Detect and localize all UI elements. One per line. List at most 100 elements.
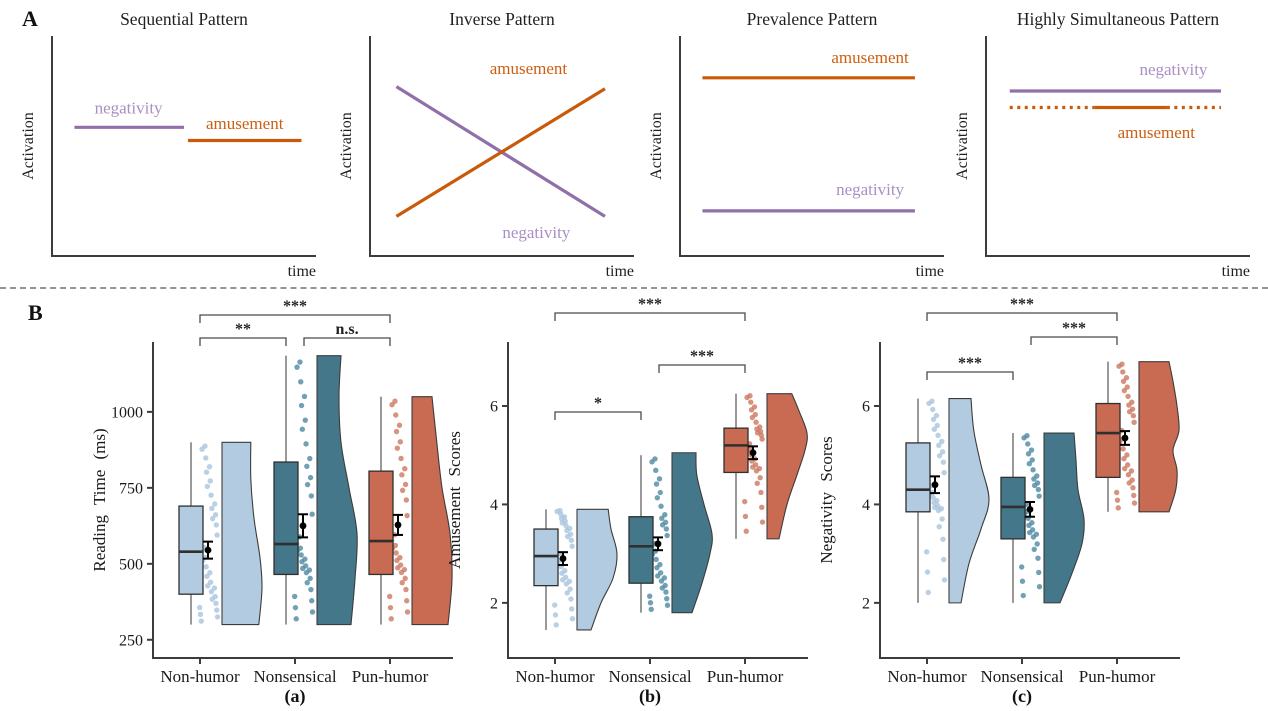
x-axis-label: time xyxy=(916,263,944,280)
y-axis-label: Negativity Scores xyxy=(817,436,836,563)
data-point xyxy=(653,467,659,474)
data-point xyxy=(212,512,219,518)
significance-bracket xyxy=(303,337,391,346)
data-point xyxy=(1026,522,1032,529)
diagram-axes xyxy=(985,36,1250,257)
data-point xyxy=(198,618,204,624)
significance-bracket xyxy=(926,371,1014,380)
data-point xyxy=(1036,569,1042,576)
data-point xyxy=(1130,413,1137,419)
diagram-title: Sequential Pattern xyxy=(120,9,248,29)
data-point xyxy=(204,573,210,580)
amusement-label: amusement xyxy=(1118,123,1196,142)
data-point xyxy=(933,412,940,419)
data-point xyxy=(1035,486,1042,493)
data-point xyxy=(1031,476,1037,482)
data-point xyxy=(653,556,659,563)
data-point xyxy=(659,522,666,528)
subplot-caption: (b) xyxy=(639,686,661,707)
data-point xyxy=(1123,375,1130,381)
half-violin xyxy=(766,393,808,540)
data-point xyxy=(1128,468,1135,474)
data-point xyxy=(554,508,560,515)
data-point xyxy=(1125,472,1132,478)
data-point xyxy=(203,455,209,461)
data-point xyxy=(757,474,763,481)
significance-label: *** xyxy=(958,355,982,372)
data-point xyxy=(403,497,410,503)
y-axis-label: Activation xyxy=(954,112,971,180)
data-point xyxy=(209,515,216,522)
data-point xyxy=(743,528,749,534)
data-point xyxy=(304,579,310,586)
data-point xyxy=(759,519,766,525)
data-point xyxy=(399,579,405,586)
mean-point xyxy=(931,481,939,489)
data-point xyxy=(304,463,310,470)
data-point xyxy=(935,432,941,439)
half-violin xyxy=(948,398,990,604)
category-label: Non-humor xyxy=(887,667,967,686)
data-point xyxy=(393,550,399,556)
y-tick-label: 4 xyxy=(490,497,498,514)
data-point xyxy=(939,516,945,522)
y-tick-label: 2 xyxy=(862,595,870,612)
significance-bracket xyxy=(199,314,391,323)
data-point xyxy=(564,590,570,596)
data-point xyxy=(568,596,574,602)
data-point xyxy=(941,556,947,563)
data-point xyxy=(1126,480,1132,486)
data-point xyxy=(553,622,559,628)
data-point xyxy=(392,398,398,404)
data-point xyxy=(569,616,576,622)
data-point xyxy=(930,406,936,413)
data-point xyxy=(292,604,299,611)
data-point xyxy=(1018,564,1025,570)
data-point xyxy=(1126,402,1132,408)
data-point xyxy=(214,532,220,538)
data-point xyxy=(748,407,755,413)
data-point xyxy=(393,428,400,435)
mean-point xyxy=(1026,505,1034,513)
panel-divider xyxy=(0,287,1268,289)
data-point xyxy=(207,478,213,484)
data-point xyxy=(664,595,670,602)
data-point xyxy=(1114,497,1121,503)
data-point xyxy=(1125,393,1131,400)
box xyxy=(1095,402,1121,479)
subplot-caption: (a) xyxy=(285,686,306,707)
data-point xyxy=(1124,452,1130,458)
data-point xyxy=(744,394,750,401)
data-point xyxy=(1030,534,1037,540)
data-point xyxy=(1020,592,1026,599)
data-point xyxy=(309,609,316,615)
data-point xyxy=(664,532,670,539)
data-point xyxy=(1025,451,1032,457)
data-point xyxy=(564,527,570,534)
group-non-humor xyxy=(905,398,990,604)
data-point xyxy=(939,449,946,455)
data-point xyxy=(1131,492,1137,499)
amusement-line xyxy=(395,87,606,218)
data-point xyxy=(213,522,220,528)
group-nonsensical xyxy=(1000,432,1085,604)
data-point xyxy=(931,499,937,506)
data-point xyxy=(394,557,400,564)
data-point xyxy=(936,524,942,530)
diagram-axes xyxy=(679,36,944,257)
data-point xyxy=(398,455,404,462)
y-tick-label: 750 xyxy=(119,480,143,497)
data-point xyxy=(654,564,660,571)
half-violin xyxy=(1138,361,1180,513)
y-axis-label: Amusement Scores xyxy=(445,431,464,569)
y-tick-label: 500 xyxy=(119,556,143,573)
data-point xyxy=(291,593,298,600)
y-tick-label: 6 xyxy=(490,398,498,415)
data-point xyxy=(213,600,219,607)
significance-label: ** xyxy=(235,321,251,338)
data-point xyxy=(294,364,300,370)
data-point xyxy=(658,503,664,509)
significance-label: *** xyxy=(1062,320,1086,337)
data-point xyxy=(930,494,936,501)
